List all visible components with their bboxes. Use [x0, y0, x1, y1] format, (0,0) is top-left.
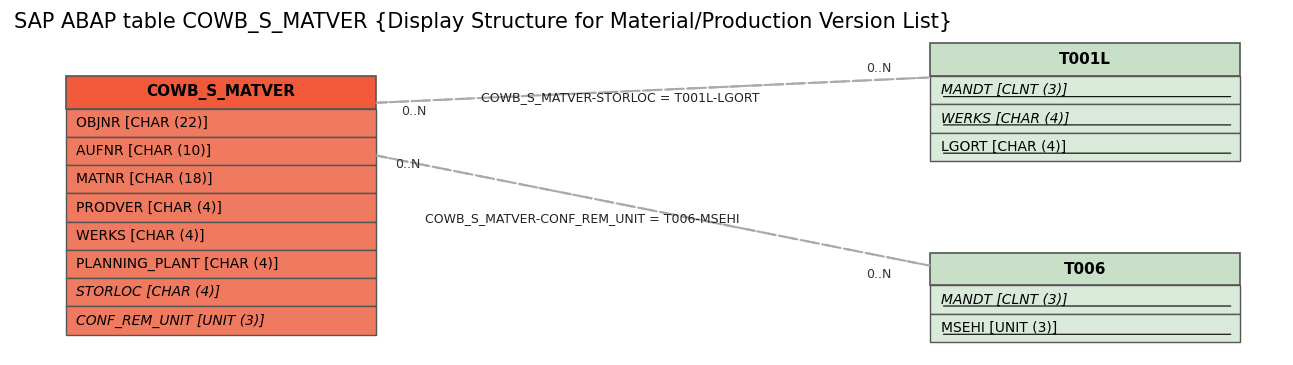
FancyBboxPatch shape — [931, 253, 1240, 285]
Text: LGORT [CHAR (4)]: LGORT [CHAR (4)] — [941, 140, 1065, 154]
Text: OBJNR [CHAR (22)]: OBJNR [CHAR (22)] — [76, 116, 208, 130]
Text: CONF_REM_UNIT [UNIT (3)]: CONF_REM_UNIT [UNIT (3)] — [76, 314, 265, 327]
FancyBboxPatch shape — [931, 285, 1240, 314]
FancyBboxPatch shape — [66, 137, 375, 165]
Text: MATNR [CHAR (18)]: MATNR [CHAR (18)] — [76, 172, 213, 186]
FancyBboxPatch shape — [931, 314, 1240, 342]
Text: 0..N: 0..N — [866, 62, 892, 75]
Text: 0..N: 0..N — [866, 268, 892, 281]
Text: PLANNING_PLANT [CHAR (4)]: PLANNING_PLANT [CHAR (4)] — [76, 257, 278, 271]
Text: WERKS [CHAR (4)]: WERKS [CHAR (4)] — [76, 229, 204, 243]
Text: STORLOC [CHAR (4)]: STORLOC [CHAR (4)] — [76, 285, 220, 299]
Text: 0..N: 0..N — [401, 105, 427, 118]
Text: PRODVER [CHAR (4)]: PRODVER [CHAR (4)] — [76, 200, 222, 215]
FancyBboxPatch shape — [66, 222, 375, 250]
Text: COWB_S_MATVER-STORLOC = T001L-LGORT: COWB_S_MATVER-STORLOC = T001L-LGORT — [481, 91, 760, 104]
FancyBboxPatch shape — [66, 165, 375, 193]
Text: MANDT [CLNT (3)]: MANDT [CLNT (3)] — [941, 83, 1067, 97]
Text: T001L: T001L — [1059, 52, 1111, 67]
FancyBboxPatch shape — [66, 193, 375, 222]
FancyBboxPatch shape — [66, 250, 375, 278]
FancyBboxPatch shape — [66, 278, 375, 306]
Text: 0..N: 0..N — [394, 158, 420, 171]
FancyBboxPatch shape — [931, 132, 1240, 161]
Text: MANDT [CLNT (3)]: MANDT [CLNT (3)] — [941, 292, 1067, 307]
FancyBboxPatch shape — [66, 76, 375, 109]
FancyBboxPatch shape — [931, 76, 1240, 104]
FancyBboxPatch shape — [66, 109, 375, 137]
FancyBboxPatch shape — [931, 104, 1240, 132]
Text: COWB_S_MATVER-CONF_REM_UNIT = T006-MSEHI: COWB_S_MATVER-CONF_REM_UNIT = T006-MSEHI — [424, 212, 740, 225]
Text: T006: T006 — [1064, 262, 1107, 277]
Text: AUFNR [CHAR (10)]: AUFNR [CHAR (10)] — [76, 144, 211, 158]
Text: MSEHI [UNIT (3)]: MSEHI [UNIT (3)] — [941, 321, 1056, 335]
Text: COWB_S_MATVER: COWB_S_MATVER — [146, 84, 295, 100]
FancyBboxPatch shape — [931, 43, 1240, 76]
Text: SAP ABAP table COWB_S_MATVER {Display Structure for Material/Production Version : SAP ABAP table COWB_S_MATVER {Display St… — [14, 12, 953, 33]
Text: WERKS [CHAR (4)]: WERKS [CHAR (4)] — [941, 111, 1069, 126]
FancyBboxPatch shape — [66, 306, 375, 335]
